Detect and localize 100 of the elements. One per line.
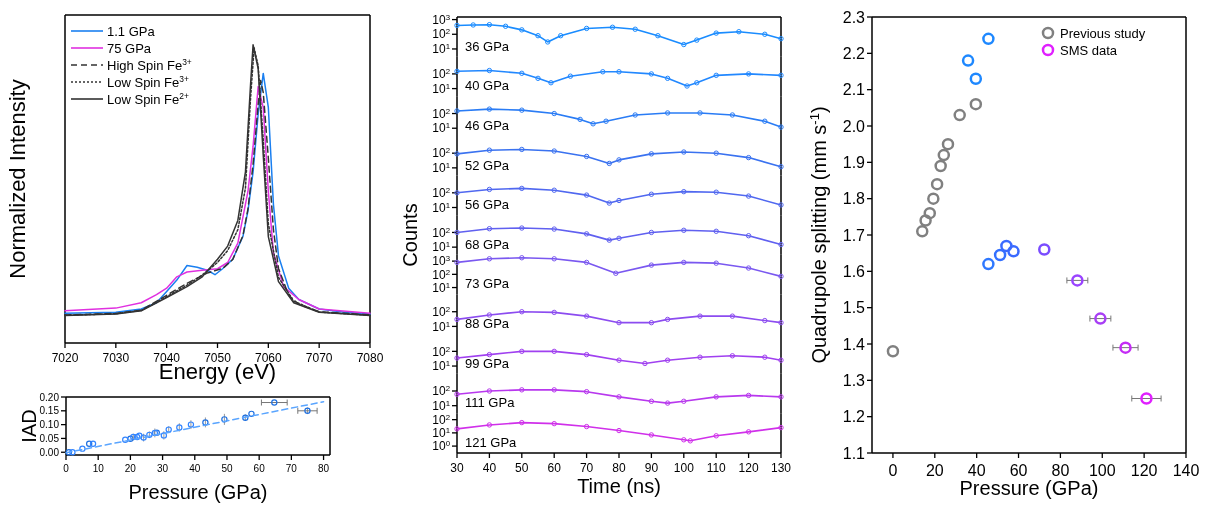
x-tick-label: 70 [579,461,594,475]
y-tick-label: 10$^{2}$ [432,344,450,359]
y-tick-label: 10$^{2}$ [432,225,450,240]
y-tick-label: 1.2 [842,408,866,426]
x-tick-label: 70 [285,463,298,474]
y-tick-label: 1.1 [842,444,866,462]
y-tick-label: 0.15 [39,405,60,417]
annotation: 56 GPa [465,197,510,213]
x-tick-label: 80 [318,463,330,474]
y-tick-label: 10$^{1}$ [432,160,450,176]
legend-label: SMS data [1060,43,1118,58]
x-tick-label: 130 [770,461,792,475]
y-tick-label: 10$^{1}$ [432,120,450,136]
x-tick-label: 40 [967,462,986,479]
y-tick-label: 10$^{2}$ [432,383,450,399]
y-tick-label: 10$^{0}$ [432,438,451,454]
x-tick-label: 80 [612,461,626,475]
legend-label: 1.1 GPa [107,24,156,39]
y-tick-label: 10$^{1}$ [432,41,450,57]
y-axis-title: IAD [18,409,40,443]
annotation: 121 GPa [465,435,518,450]
x-axis-title: Pressure (GPa) [959,477,1099,499]
x-tick-label: 20 [925,462,944,479]
legend-label: Low Spin Fe$^{2+}$ [107,91,189,107]
x-tick-label: 80 [1051,462,1070,479]
y-tick-label: 10$^{3}$ [432,12,450,27]
y-tick-label: 1.7 [842,226,866,244]
x-tick-label: 7070 [305,351,333,365]
annotation: 40 GPa [465,78,510,94]
x-tick-label: 10 [92,463,105,474]
x-axis-title: Time (ns) [577,475,661,497]
y-tick-label: 2.1 [842,81,866,99]
annotation: 36 GPa [465,38,510,54]
x-tick-label: 40 [189,463,201,474]
x-tick-label: 110 [706,461,727,475]
x-tick-label: 0 [63,463,70,474]
y-tick-label: 1.9 [842,153,866,171]
y-tick-label: 10$^{2}$ [432,267,450,282]
y-tick-label: 1.6 [842,262,866,280]
y-tick-label: 0.05 [39,432,60,444]
y-tick-label: 10$^{3}$ [432,253,450,269]
annotation: 68 GPa [465,236,510,252]
x-tick-label: 60 [547,461,562,475]
legend-label: 75 GPa [107,41,152,56]
y-tick-label: 10$^{2}$ [432,185,450,201]
y-axis-title: Counts [399,203,421,267]
y-tick-label: 10$^{2}$ [432,412,450,427]
y-tick-label: 0.20 [39,391,60,403]
x-axis-title: Pressure (GPa) [128,481,268,503]
y-tick-label: 10$^{1}$ [432,425,450,441]
x-tick-label: 7020 [51,351,79,365]
x-tick-label: 120 [1130,462,1158,479]
annotation: 46 GPa [465,117,510,133]
x-tick-label: 7080 [356,351,384,365]
x-tick-label: 40 [482,461,497,475]
y-tick-label: 10$^{1}$ [432,200,450,215]
annotation: 99 GPa [465,355,510,371]
y-tick-label: 1.3 [842,371,866,389]
annotation: 73 GPa [465,276,510,292]
y-tick-label: 10$^{1}$ [432,280,450,295]
legend-label: High Spin Fe$^{3+}$ [107,57,192,73]
annotation: 52 GPa [465,157,510,173]
x-tick-label: 30 [157,463,169,474]
legend-label: Low Spin Fe$^{3+}$ [107,74,189,90]
y-tick-label: 2.3 [842,8,866,26]
y-tick-label: 10$^{2}$ [432,66,450,82]
y-tick-label: 1.4 [842,335,866,353]
y-tick-label: 1.5 [842,299,866,317]
x-tick-label: 90 [644,461,659,475]
x-tick-label: 20 [124,463,137,474]
x-tick-label: 100 [673,461,695,475]
x-tick-label: 140 [1172,462,1200,479]
y-tick-label: 10$^{2}$ [432,304,450,319]
x-tick-label: 100 [1088,462,1116,479]
y-tick-label: 10$^{1}$ [432,81,450,96]
y-tick-label: 10$^{1}$ [432,319,450,334]
x-tick-label: 60 [1009,462,1028,479]
y-tick-label: 10$^{1}$ [432,239,450,255]
x-tick-label: 120 [738,461,759,475]
y-tick-label: 10$^{2}$ [432,145,450,161]
y-tick-label: 0.10 [39,419,60,431]
y-tick-label: 2.2 [842,44,866,62]
x-tick-label: 7050 [204,351,232,365]
y-tick-label: 0.00 [39,446,60,458]
x-tick-label: 50 [515,461,529,475]
x-tick-label: 0 [888,462,898,479]
annotation: 88 GPa [465,316,510,332]
y-tick-label: 1.8 [842,190,866,208]
x-tick-label: 30 [450,461,464,475]
y-axis-title: Normalized Intensity [5,79,30,279]
legend-label: Previous study [1060,26,1146,41]
x-tick-label: 7030 [102,351,130,365]
x-tick-label: 60 [253,463,266,474]
y-tick-label: 2.0 [842,117,866,135]
y-tick-label: 10$^{1}$ [432,398,450,413]
y-tick-label: 10$^{2}$ [432,26,450,42]
y-tick-label: 10$^{2}$ [432,106,450,121]
annotation: 111 GPa [465,395,516,411]
y-tick-label: 10$^{1}$ [432,358,450,374]
x-tick-label: 50 [221,463,233,474]
